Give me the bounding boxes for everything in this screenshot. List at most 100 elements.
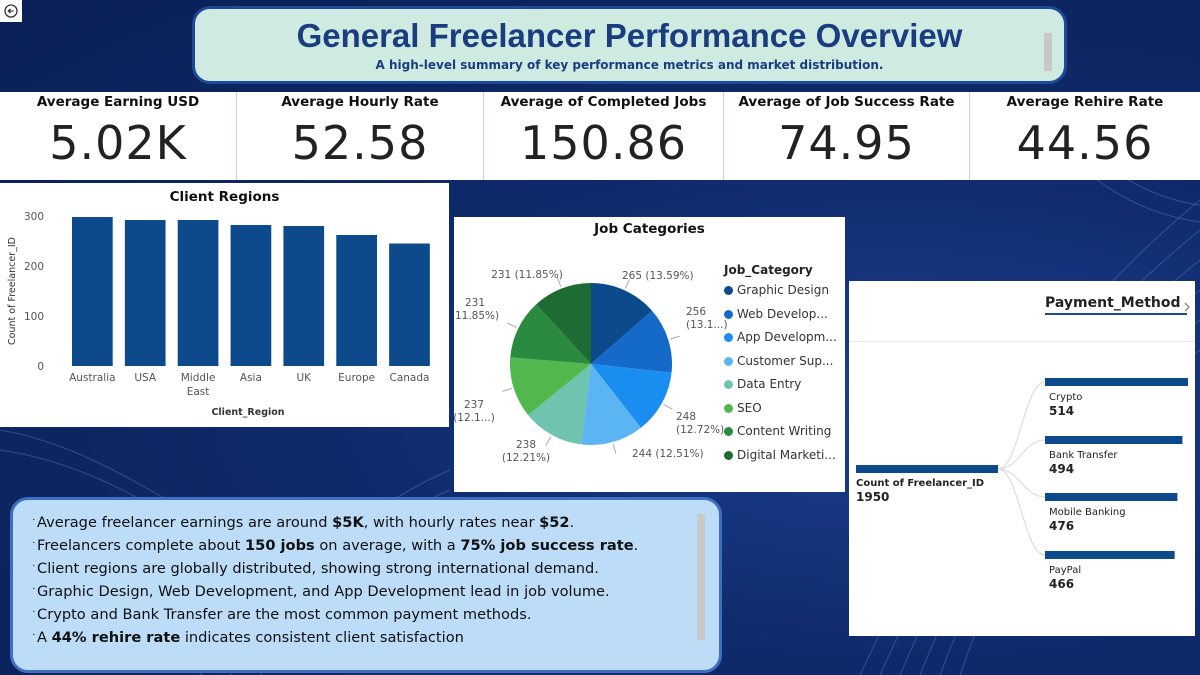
client-regions-chart: 0 100 200 300 Australia USA Middle East Asia UK Eu… — [7, 211, 430, 418]
pie-legend-item[interactable]: Digital Marketi... — [724, 448, 836, 462]
kpi-row: Average Earning USD 5.02K Average Hourly… — [0, 92, 1200, 180]
pie-data-label: 231 (11.85%) — [491, 269, 563, 281]
summary-scrollbar[interactable] — [697, 514, 705, 640]
payment-connector — [997, 468, 1046, 498]
summary-item: ˙Client regions are globally distributed… — [31, 560, 719, 583]
payment-method-label[interactable]: PayPal — [1049, 565, 1082, 576]
pie-slice-customer-support — [581, 364, 641, 445]
kpi-value: 5.02K — [49, 116, 187, 170]
bar-australia — [72, 217, 113, 366]
pie-slice-data-entry — [528, 364, 591, 445]
kpi-label: Average Rehire Rate — [1006, 94, 1164, 110]
payment-total-label: Count of Freelancer_ID — [856, 478, 985, 489]
bar-asia — [230, 225, 272, 366]
x-tick-label: UK — [296, 372, 312, 384]
pie-data-label: (12.1...) — [454, 412, 495, 424]
pie-leader-line — [670, 335, 680, 340]
title-scrollbar[interactable] — [1044, 33, 1052, 71]
y-tick-label: 100 — [24, 311, 44, 323]
job-categories-title: Job Categories — [594, 221, 705, 237]
payment-method-chart — [856, 378, 1188, 559]
x-tick-label: USA — [134, 372, 157, 384]
legend-label: Web Develop... — [737, 306, 828, 321]
pie-data-label: 248 — [676, 411, 696, 423]
kpi-average-earning: Average Earning USD 5.02K — [0, 92, 237, 180]
y-tick-label: 200 — [24, 261, 44, 273]
summary-text: , with hourly rates near — [363, 514, 540, 531]
pie-leader-line — [501, 388, 512, 392]
payment-bar-bank-transfer — [1045, 436, 1183, 444]
summary-text: indicates consistent client satisfaction — [180, 629, 464, 646]
pie-leader-line — [545, 436, 552, 446]
kpi-label: Average Earning USD — [36, 94, 200, 110]
kpi-label: Average of Job Success Rate — [738, 94, 955, 110]
kpi-value: 44.56 — [1016, 116, 1154, 170]
bar-middle-east — [177, 220, 219, 366]
pie-legend-item[interactable]: Content Writing — [724, 424, 831, 438]
payment-bar-mobile-banking — [1045, 493, 1178, 501]
job-categories-panel: Job Categories 265 (13.59%) 256 (13.1...) 2… — [454, 217, 845, 492]
payment-method-panel: Payment_Method Count of Freelancer_ID 19… — [849, 281, 1195, 636]
pie-legend-item[interactable]: SEO — [724, 401, 762, 415]
payment-total-value: 1950 — [856, 490, 890, 504]
kpi-label: Average Hourly Rate — [281, 94, 439, 110]
pie-data-label: 238 — [516, 439, 536, 451]
payment-method-label[interactable]: Bank Transfer — [1049, 450, 1118, 461]
legend-label: Data Entry — [737, 377, 802, 391]
chevron-right-icon[interactable] — [1182, 301, 1192, 313]
pie-legend-item[interactable]: App Developm... — [724, 330, 837, 344]
back-button[interactable] — [0, 0, 22, 22]
summary-item: ˙Graphic Design, Web Development, and Ap… — [31, 583, 719, 606]
summary-item: ˙Crypto and Bank Transfer are the most c… — [31, 606, 719, 629]
page-title: General Freelancer Performance Overview — [296, 17, 963, 54]
kpi-average-rehire-rate: Average Rehire Rate 44.56 — [970, 92, 1200, 180]
pie-legend-item[interactable]: Data Entry — [724, 377, 801, 391]
legend-dot-icon — [724, 333, 733, 342]
pie-legend-item[interactable]: Customer Sup... — [724, 354, 833, 368]
pie-data-label: (11.85%) — [454, 310, 499, 322]
x-tick-label: Europe — [338, 372, 375, 384]
summary-text: Freelancers complete about — [37, 537, 246, 554]
pie-leader-line — [663, 403, 673, 410]
pie-data-label: 237 — [464, 399, 484, 411]
y-tick-label: 0 — [37, 361, 44, 373]
pie-slice-graphic-design — [591, 283, 653, 364]
pie-data-label: (12.21%) — [502, 452, 550, 464]
kpi-value: 150.86 — [520, 116, 687, 170]
y-axis-label: Count of Freelancer_ID — [7, 237, 18, 345]
summary-text: on average, with a — [314, 537, 461, 554]
summary-item: ˙A 44% rehire rate indicates consistent … — [31, 629, 719, 652]
payment-method-header[interactable]: Payment_Method — [1045, 295, 1187, 315]
pie-legend-item[interactable]: Graphic Design — [724, 283, 829, 297]
summary-text: Average freelancer earnings are around — [37, 514, 333, 531]
summary-item: ˙Average freelancer earnings are around … — [31, 514, 719, 537]
pie-data-label: 256 — [686, 306, 706, 318]
x-tick-label: Asia — [240, 372, 262, 384]
summary-highlight: $5K — [332, 514, 364, 531]
pie-legend-title: Job_Category — [724, 263, 813, 277]
summary-list: ˙Average freelancer earnings are around … — [13, 500, 719, 652]
bullet-icon: ˙ — [31, 632, 37, 645]
client-regions-title: Client Regions — [169, 189, 280, 205]
pie-leader-line — [612, 443, 617, 454]
payment-method-label[interactable]: Mobile Banking — [1049, 507, 1126, 518]
legend-dot-icon — [724, 450, 733, 460]
pie-leader-line — [556, 277, 562, 287]
bar-usa — [124, 220, 166, 366]
legend-label: SEO — [737, 400, 762, 415]
summary-box: ˙Average freelancer earnings are around … — [10, 497, 722, 673]
pie-data-label: (13.1...) — [686, 319, 728, 331]
payment-method-label[interactable]: Crypto — [1049, 392, 1083, 403]
x-tick-label: Canada — [390, 372, 430, 384]
summary-text: Crypto and Bank Transfer are the most co… — [37, 606, 532, 623]
legend-dot-icon — [724, 427, 733, 436]
job-categories-chart: 265 (13.59%) 256(13.1...) 248(12.72%) 244 (… — [454, 269, 728, 464]
summary-highlight: 75% job success rate — [460, 537, 634, 554]
bar-europe — [336, 235, 377, 366]
payment-connector — [997, 468, 1046, 556]
pie-legend-item[interactable]: Web Develop... — [724, 307, 828, 321]
legend-dot-icon — [724, 380, 733, 389]
kpi-value: 52.58 — [291, 116, 429, 170]
payment-total-bar — [856, 465, 998, 473]
kpi-average-job-success-rate: Average of Job Success Rate 74.95 — [724, 92, 970, 180]
